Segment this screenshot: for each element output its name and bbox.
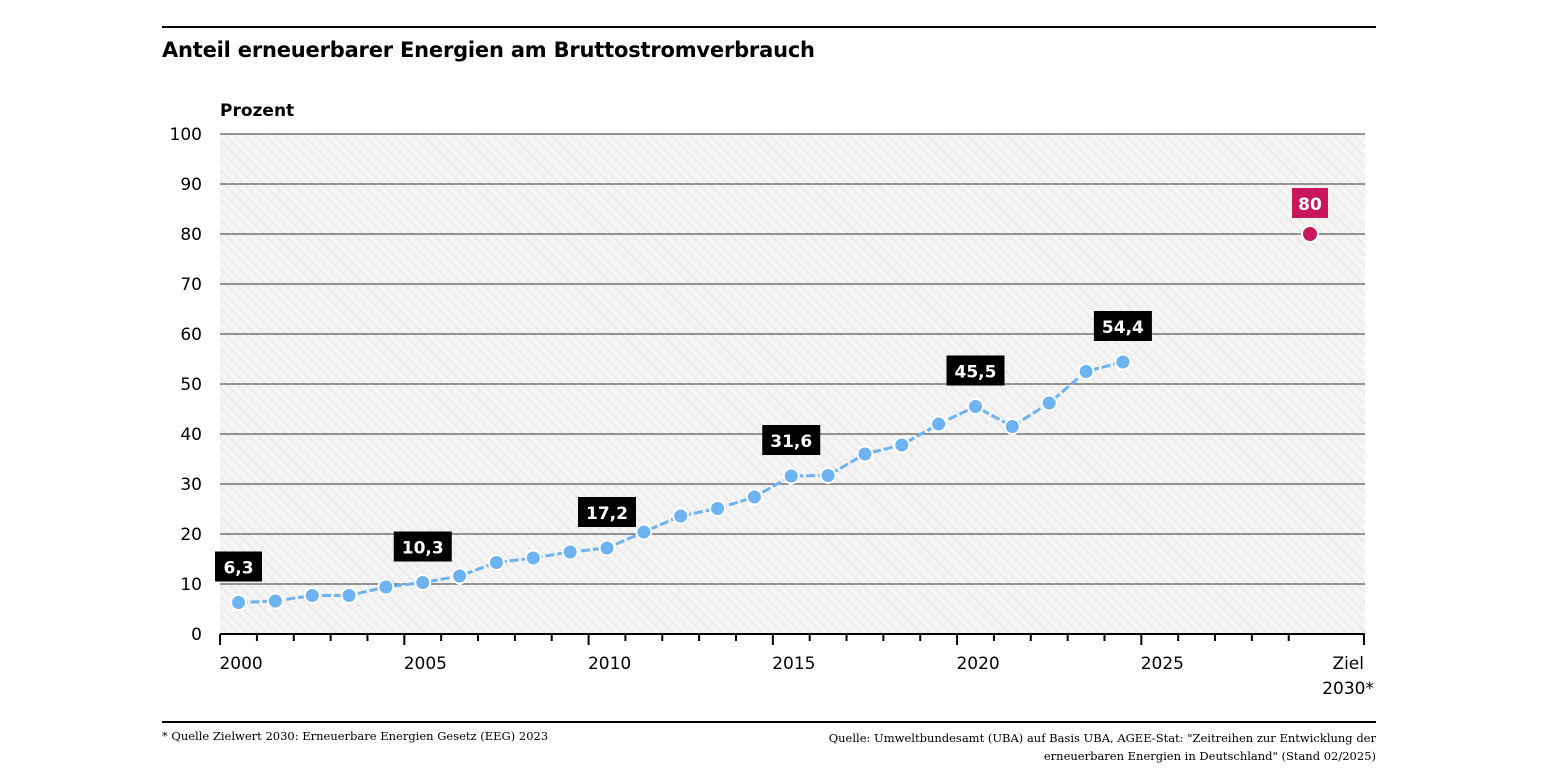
y-tick-label-100: 100 xyxy=(170,125,202,145)
y-tick-label-90: 90 xyxy=(180,175,202,195)
data-label-2010: 17,2 xyxy=(586,504,628,524)
data-point-2010 xyxy=(598,539,616,557)
source-line-1: Quelle: Umweltbundesamt (UBA) auf Basis … xyxy=(828,731,1376,745)
x-tick-label-2010: 2010 xyxy=(588,654,631,674)
data-point-2006 xyxy=(451,567,469,585)
y-tick-label-70: 70 xyxy=(180,275,202,295)
data-point-2017 xyxy=(856,445,874,463)
data-label-2000: 6,3 xyxy=(223,559,253,579)
y-tick-label-80: 80 xyxy=(180,225,202,245)
data-point-2004 xyxy=(377,578,395,596)
data-point-2013 xyxy=(709,500,727,517)
data-point-2020 xyxy=(967,398,984,415)
data-point-2001 xyxy=(266,592,284,610)
x-tick-label-2015: 2015 xyxy=(772,654,815,674)
data-point-2012 xyxy=(672,507,690,525)
top-rule xyxy=(162,26,1376,28)
x-tick-label-2025: 2025 xyxy=(1141,654,1184,674)
x-tick-label-2020: 2020 xyxy=(956,654,999,674)
target-label-box xyxy=(1292,188,1328,218)
x-tick-label-2005: 2005 xyxy=(404,654,447,674)
y-tick-label-40: 40 xyxy=(180,425,202,445)
data-point-2015 xyxy=(782,467,800,485)
data-point-2022 xyxy=(1040,394,1058,412)
data-label-box-2024 xyxy=(1093,311,1152,341)
source-line-2: erneuerbaren Energien in Deutschland" (S… xyxy=(1043,749,1376,763)
source-note: Quelle: Umweltbundesamt (UBA) auf Basis … xyxy=(829,729,1376,765)
y-tick-label-10: 10 xyxy=(180,575,202,595)
x-tick-label-2000: 2000 xyxy=(219,654,262,674)
data-label-box-2000 xyxy=(215,551,262,582)
data-point-2000 xyxy=(230,594,247,611)
data-point-2016 xyxy=(819,467,837,484)
data-point-2018 xyxy=(893,436,911,454)
y-tick-label-50: 50 xyxy=(180,375,202,395)
data-label-box-2005 xyxy=(393,531,452,562)
data-point-2002 xyxy=(303,587,321,604)
data-label-box-2010 xyxy=(578,497,636,527)
y-tick-label-20: 20 xyxy=(180,525,202,545)
data-point-2009 xyxy=(561,543,579,561)
data-point-2019 xyxy=(930,415,948,433)
data-point-2007 xyxy=(487,554,505,571)
target-label: 80 xyxy=(1298,195,1322,215)
data-label-2020: 45,5 xyxy=(955,363,997,383)
y-tick-label-0: 0 xyxy=(191,625,202,645)
data-point-2005 xyxy=(414,574,432,591)
data-point-2011 xyxy=(635,523,653,541)
data-label-2024: 54,4 xyxy=(1102,318,1144,338)
data-point-2008 xyxy=(524,549,542,567)
data-label-2015: 31,6 xyxy=(770,432,812,452)
data-point-2021 xyxy=(1003,418,1021,435)
y-axis-label: Prozent xyxy=(220,101,294,121)
chart-title: Anteil erneuerbarer Energien am Bruttost… xyxy=(162,38,815,62)
footnote: * Quelle Zielwert 2030: Erneuerbare Ener… xyxy=(162,729,549,743)
x-tick-label-2030: 2030* xyxy=(1322,679,1374,699)
target-point-2030 xyxy=(1301,225,1319,243)
data-label-box-2020 xyxy=(946,355,1005,386)
x-tick-label-ziel: Ziel xyxy=(1332,654,1364,674)
data-point-2003 xyxy=(340,587,358,604)
bottom-rule xyxy=(162,721,1376,723)
data-label-2005: 10,3 xyxy=(402,539,444,559)
data-point-2024 xyxy=(1114,353,1132,371)
y-tick-label-60: 60 xyxy=(180,325,202,345)
data-point-2023 xyxy=(1077,363,1095,380)
y-tick-label-30: 30 xyxy=(180,475,202,495)
data-point-2014 xyxy=(745,488,763,506)
data-label-box-2015 xyxy=(762,425,821,455)
